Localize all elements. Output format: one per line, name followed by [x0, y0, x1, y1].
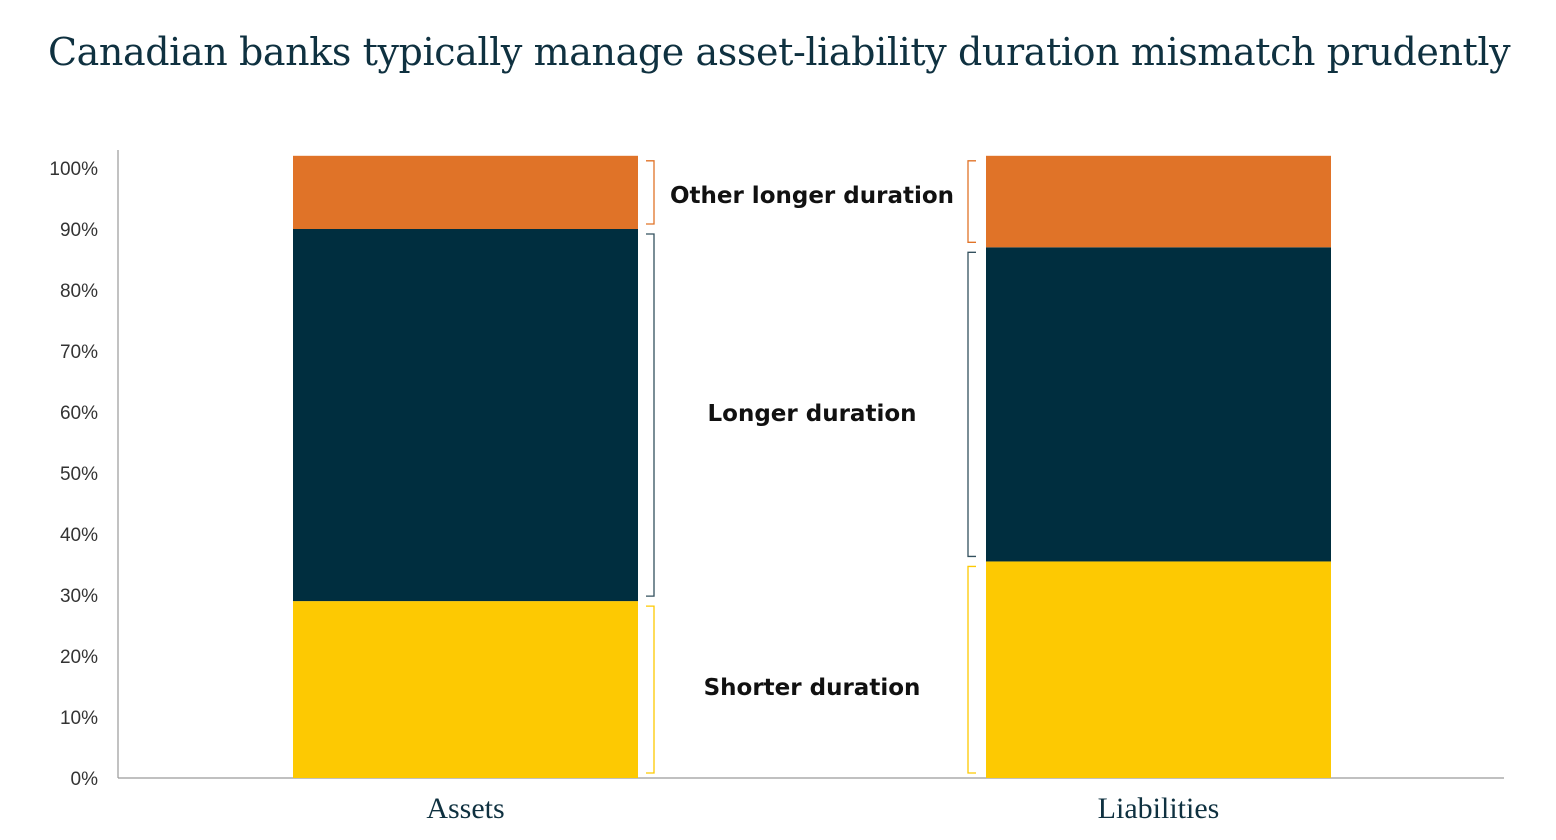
- bar-segment: [986, 247, 1331, 562]
- y-tick-label: 60%: [60, 403, 98, 424]
- segment-bracket: [967, 565, 976, 774]
- x-category-label: Liabilities: [1098, 792, 1220, 825]
- y-tick-label: 90%: [60, 220, 98, 241]
- y-tick-label: 40%: [60, 525, 98, 546]
- series-label: Other longer duration: [670, 183, 954, 209]
- bar-segment: [293, 229, 638, 602]
- y-tick-label: 80%: [60, 281, 98, 302]
- bar-segment: [986, 561, 1331, 778]
- segment-bracket: [646, 233, 655, 597]
- bar-segment: [293, 155, 638, 229]
- segment-brackets: [646, 160, 976, 774]
- x-category-label: Assets: [426, 792, 504, 825]
- y-tick-label: 50%: [60, 464, 98, 485]
- bars: [293, 155, 1331, 778]
- x-axis-categories: Assets Liabilities: [426, 792, 1219, 825]
- y-tick-label: 70%: [60, 342, 98, 363]
- series-label: Longer duration: [708, 401, 917, 427]
- y-tick-label: 30%: [60, 586, 98, 607]
- bar-segment: [986, 155, 1331, 248]
- segment-bracket: [646, 605, 655, 774]
- segment-labels: Shorter duration Longer duration Other lon…: [670, 183, 954, 701]
- y-tick-label: 10%: [60, 708, 98, 729]
- segment-bracket: [967, 160, 976, 243]
- y-axis-ticks: 0% 10% 20% 30% 40% 50% 60% 70% 80% 90% 100%: [49, 159, 98, 790]
- bar-segment: [293, 601, 638, 778]
- segment-bracket: [967, 251, 976, 558]
- y-tick-label: 100%: [49, 159, 98, 180]
- y-tick-label: 0%: [71, 769, 99, 790]
- segment-bracket: [646, 160, 655, 225]
- chart-title: Canadian banks typically manage asset-li…: [48, 30, 1511, 74]
- series-label: Shorter duration: [704, 675, 921, 701]
- y-tick-label: 20%: [60, 647, 98, 668]
